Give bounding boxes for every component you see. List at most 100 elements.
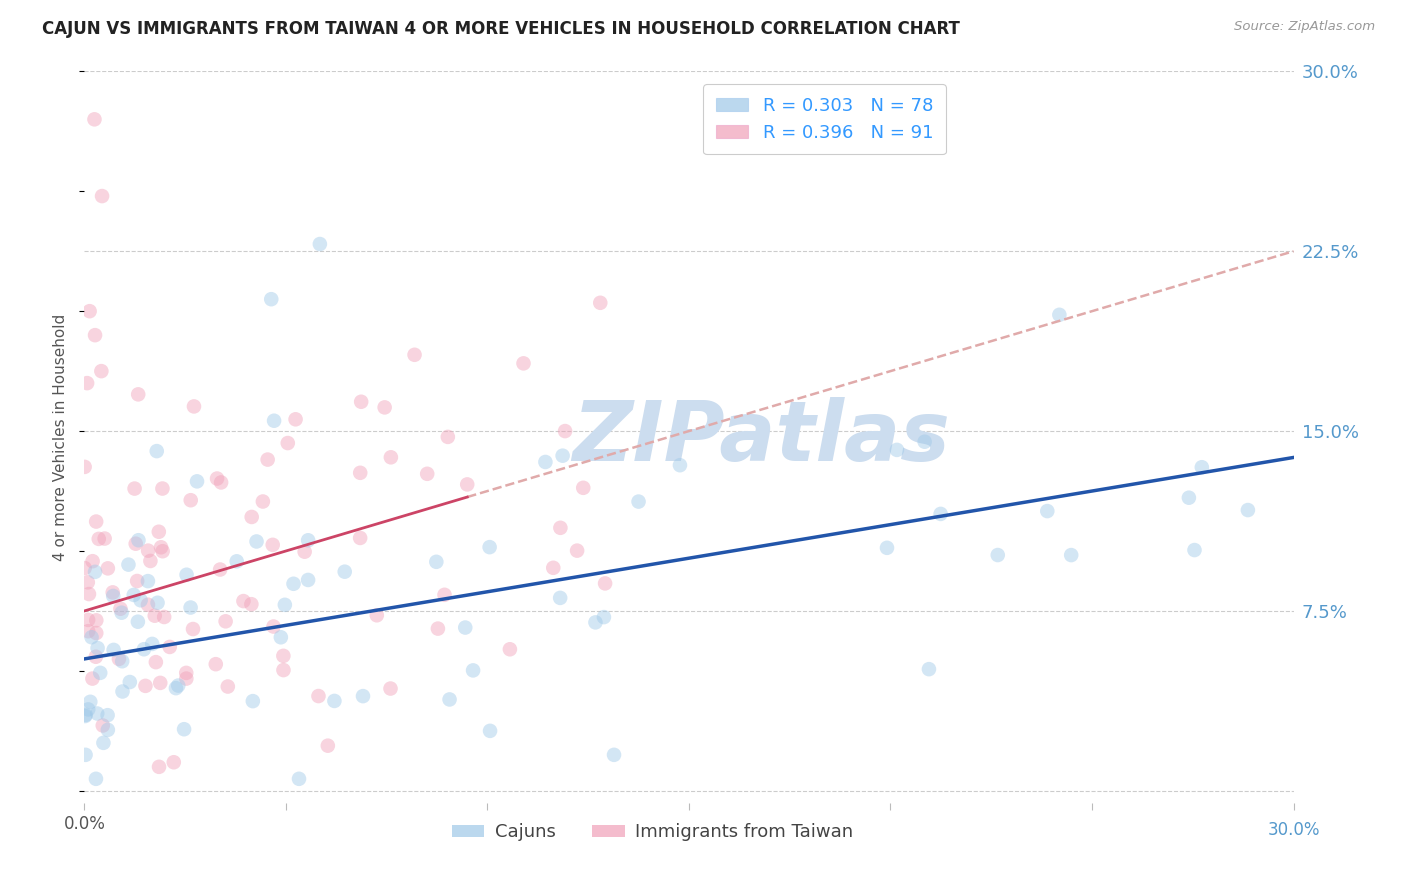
Point — [252, 494, 274, 508]
Point — [77, 613, 100, 627]
Point — [273, 648, 295, 663]
Point — [180, 493, 202, 508]
Point — [309, 237, 332, 252]
Point — [146, 596, 169, 610]
Point — [416, 467, 439, 481]
Point — [283, 576, 305, 591]
Point — [136, 598, 159, 612]
Legend: Cajuns, Immigrants from Taiwan: Cajuns, Immigrants from Taiwan — [444, 816, 860, 848]
Point — [603, 747, 626, 762]
Point — [1036, 504, 1059, 518]
Point — [165, 681, 187, 695]
Y-axis label: 4 or more Vehicles in Household: 4 or more Vehicles in Household — [53, 313, 69, 561]
Point — [176, 567, 198, 582]
Point — [499, 642, 522, 657]
Point — [143, 608, 166, 623]
Point — [84, 649, 107, 664]
Point — [159, 640, 181, 654]
Point — [1184, 543, 1206, 558]
Point — [176, 672, 198, 686]
Point — [1047, 308, 1070, 322]
Point — [209, 562, 232, 576]
Point — [152, 544, 174, 558]
Point — [181, 622, 204, 636]
Point — [180, 600, 202, 615]
Point — [97, 708, 120, 723]
Point — [308, 689, 330, 703]
Point — [127, 533, 149, 548]
Point — [456, 477, 478, 491]
Point — [79, 304, 101, 318]
Point — [139, 554, 162, 568]
Point — [97, 723, 120, 737]
Text: Source: ZipAtlas.com: Source: ZipAtlas.com — [1234, 20, 1375, 33]
Point — [263, 619, 285, 633]
Point — [75, 709, 97, 723]
Point — [589, 295, 612, 310]
Point — [84, 565, 107, 579]
Point — [80, 630, 103, 644]
Point — [79, 695, 101, 709]
Point — [84, 772, 107, 786]
Point — [77, 624, 100, 639]
Point — [277, 436, 299, 450]
Point — [929, 507, 952, 521]
Point — [127, 387, 149, 401]
Point — [205, 471, 228, 485]
Point — [256, 452, 278, 467]
Point — [97, 561, 120, 575]
Point — [426, 622, 449, 636]
Point — [350, 394, 373, 409]
Point — [84, 515, 107, 529]
Point — [297, 533, 319, 548]
Point — [876, 541, 898, 555]
Point — [89, 665, 111, 680]
Point — [75, 747, 97, 762]
Point — [534, 455, 557, 469]
Point — [90, 364, 112, 378]
Point — [425, 555, 447, 569]
Point — [129, 593, 152, 607]
Point — [110, 601, 132, 615]
Point — [86, 641, 108, 656]
Point — [543, 561, 565, 575]
Point — [433, 588, 456, 602]
Point — [145, 655, 167, 669]
Point — [270, 630, 292, 644]
Point — [263, 414, 285, 428]
Point — [136, 574, 159, 588]
Point — [987, 548, 1010, 562]
Point — [380, 681, 402, 696]
Point — [183, 400, 205, 414]
Point — [914, 434, 936, 449]
Point — [87, 532, 110, 546]
Point — [404, 348, 426, 362]
Point — [479, 723, 502, 738]
Point — [225, 554, 247, 568]
Point — [122, 588, 145, 602]
Point — [260, 292, 283, 306]
Point — [512, 356, 534, 370]
Point — [111, 654, 134, 668]
Point — [145, 444, 167, 458]
Point — [174, 665, 197, 680]
Point — [111, 606, 134, 620]
Point — [127, 615, 149, 629]
Point — [73, 561, 96, 575]
Point — [204, 657, 226, 672]
Point — [627, 494, 650, 508]
Point — [101, 585, 124, 599]
Point — [163, 756, 186, 770]
Point — [316, 739, 339, 753]
Point — [572, 481, 595, 495]
Point — [111, 684, 134, 698]
Point — [565, 543, 588, 558]
Point — [323, 694, 346, 708]
Point — [669, 458, 692, 473]
Point — [214, 615, 236, 629]
Point — [551, 449, 574, 463]
Point — [284, 412, 307, 426]
Point — [333, 565, 356, 579]
Point — [84, 626, 107, 640]
Point — [437, 430, 460, 444]
